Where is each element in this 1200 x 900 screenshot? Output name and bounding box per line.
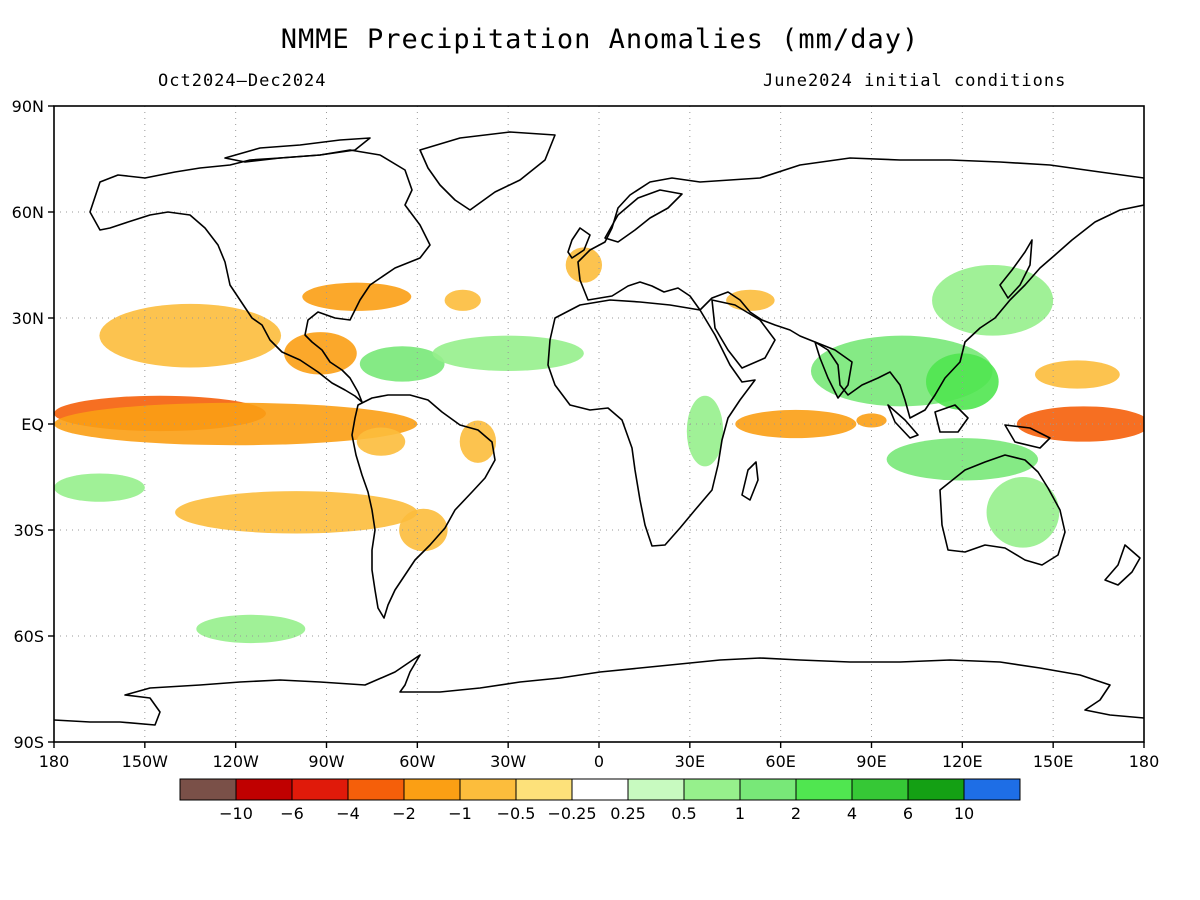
anomaly-region-7 (399, 508, 448, 552)
colorbar-label: 2 (791, 804, 801, 823)
coastline-greenland (419, 131, 556, 211)
anomaly-region-20 (932, 265, 1054, 336)
lat-label: 30N (12, 309, 44, 328)
lon-label: 150W (122, 752, 169, 771)
anomaly-region-14 (1016, 406, 1144, 442)
anomaly-region-12 (735, 409, 857, 439)
coastlines (54, 131, 1144, 726)
lon-label: 30W (490, 752, 526, 771)
lat-label: 90N (12, 97, 44, 116)
colorbar-swatch (179, 778, 237, 801)
colorbar-label: 10 (954, 804, 974, 823)
colorbar-swatch (403, 778, 461, 801)
anomaly-region-25 (196, 614, 306, 644)
anomaly-region-11 (726, 289, 775, 311)
colorbar-label: −6 (280, 804, 304, 823)
anomaly-region-5 (302, 282, 412, 311)
colorbar-swatch (907, 778, 965, 801)
coastline-sumatra (887, 404, 919, 439)
forecast-period: Oct2024–Dec2024 (158, 71, 327, 91)
colorbar-swatch (795, 778, 853, 801)
lon-label: 90E (856, 752, 886, 771)
graticule (54, 106, 1144, 742)
colorbar: −10 −6 −4 −2 −1 −0.5 −0.25 0.25 0.5 1 2 4 6 10 (179, 778, 1021, 823)
colorbar-swatch (347, 778, 405, 801)
lon-label: 150E (1033, 752, 1074, 771)
colorbar-label: 6 (903, 804, 913, 823)
colorbar-label: −0.25 (547, 804, 596, 823)
anomaly-region-9 (444, 289, 481, 311)
coastline-arctic-islands (224, 137, 371, 163)
colorbar-label: 1 (735, 804, 745, 823)
lon-label: 30E (675, 752, 705, 771)
anomaly-region-4 (284, 332, 357, 375)
coastline-british-isles (567, 227, 591, 259)
anomaly-region-13 (856, 413, 887, 428)
colorbar-label: −2 (392, 804, 416, 823)
lon-label: 180 (1129, 752, 1160, 771)
coastline-south-america (351, 394, 496, 619)
initial-conditions: June2024 initial conditions (763, 71, 1067, 91)
colorbar-label: 4 (847, 804, 857, 823)
colorbar-swatch (739, 778, 797, 801)
lon-label: 60E (765, 752, 795, 771)
coastline-eurasia (577, 157, 1144, 419)
anomaly-region-3 (99, 303, 282, 368)
lon-label: 120E (942, 752, 983, 771)
colorbar-swatch (235, 778, 293, 801)
longitude-labels: 180 150W 120W 90W 60W 30W 0 30E 60E 90E 120E 150E 18… (39, 742, 1160, 771)
coastline-borneo (934, 404, 969, 433)
lat-label: 90S (13, 733, 44, 752)
coastline-new-zealand (1104, 544, 1141, 586)
lat-label: 60N (12, 203, 44, 222)
lon-label: 0 (594, 752, 604, 771)
coastline-japan (999, 239, 1033, 299)
lon-label: 90W (308, 752, 344, 771)
lat-label: 30S (13, 521, 44, 540)
anomaly-region-21 (886, 438, 1039, 481)
coastline-arabia (711, 299, 776, 369)
anomaly-region-23 (54, 473, 145, 502)
lon-label: 120W (212, 752, 259, 771)
coastline-madagascar (741, 461, 759, 501)
colorbar-swatch (627, 778, 685, 801)
lon-label: 180 (39, 752, 70, 771)
coastline-india (814, 341, 853, 399)
coastline-australia (939, 454, 1066, 566)
colorbar-swatch (291, 778, 349, 801)
colorbar-swatch (515, 778, 573, 801)
colorbar-swatch (963, 778, 1021, 801)
coastline-antarctica (54, 654, 1144, 726)
colorbar-label: −0.5 (497, 804, 536, 823)
colorbar-swatch (459, 778, 517, 801)
colorbar-swatch (851, 778, 909, 801)
colorbar-label: −10 (219, 804, 253, 823)
colorbar-swatch (571, 778, 629, 801)
colorbar-label: −1 (448, 804, 472, 823)
anomaly-region-15 (1035, 360, 1120, 389)
anomaly-region-22 (986, 476, 1060, 548)
anomaly-region-6 (356, 427, 406, 456)
lon-label: 60W (399, 752, 435, 771)
latitude-labels: 90N 60N 30N EQ 30S 60S 90S (12, 97, 54, 752)
colorbar-label: 0.25 (610, 804, 646, 823)
coastline-africa (547, 299, 756, 547)
colorbar-swatch (683, 778, 741, 801)
coastline-new-guinea (1004, 424, 1051, 449)
lat-label: EQ (21, 415, 44, 434)
map-title: NMME Precipitation Anomalies (mm/day) (280, 24, 920, 55)
anomaly-region-8 (459, 420, 497, 463)
anomaly-region-2 (175, 491, 418, 534)
colorbar-label: 0.5 (671, 804, 696, 823)
coastline-scandinavia (604, 189, 683, 243)
colorbar-label: −4 (336, 804, 360, 823)
anomaly-region-24 (686, 395, 724, 467)
lat-label: 60S (13, 627, 44, 646)
anomaly-region-17 (432, 335, 584, 372)
anomaly-region-19 (926, 353, 999, 410)
anomaly-layer (54, 247, 1144, 644)
anomaly-region-10 (565, 247, 603, 283)
anomaly-region-16 (359, 346, 445, 382)
